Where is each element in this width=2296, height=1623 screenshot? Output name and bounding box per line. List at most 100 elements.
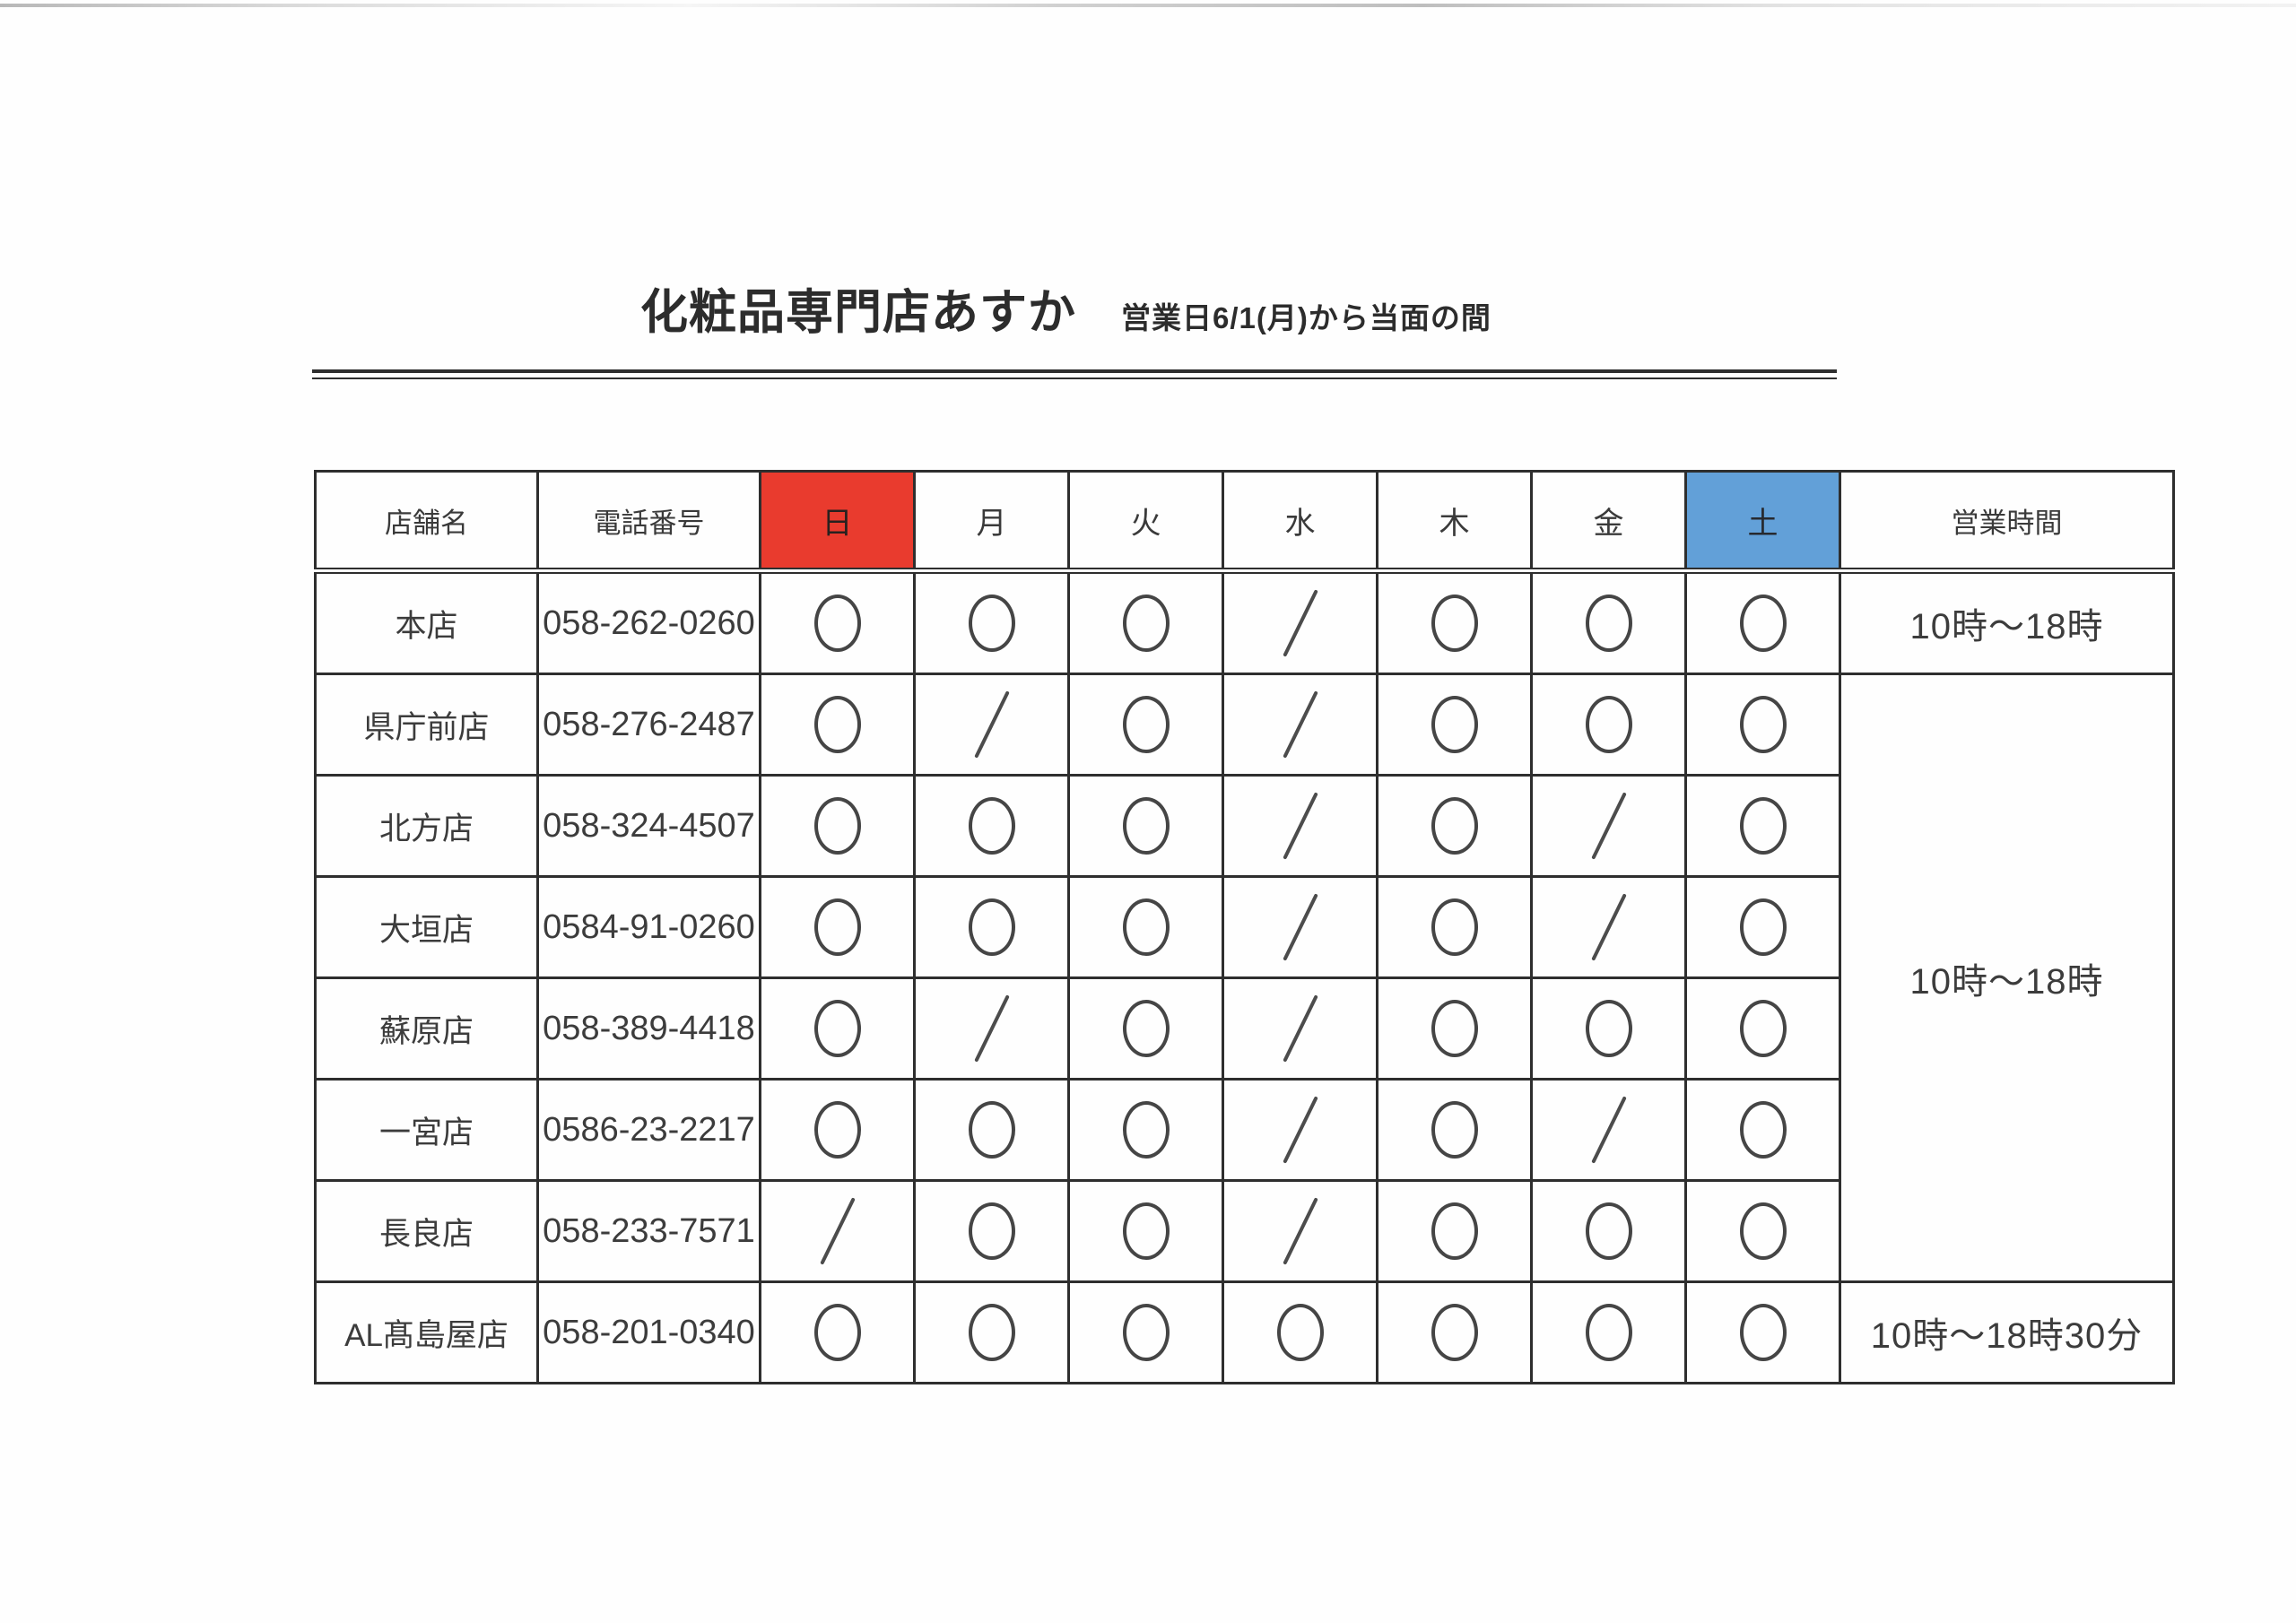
day-cell (1222, 976, 1378, 1081)
closed-slash-mark (1282, 1096, 1318, 1164)
day-cell (759, 1078, 916, 1182)
store-hours-table: 店舗名 電話番号 日 月 火 水 木 金 土 営業時間 本店 058-262-02… (314, 470, 2175, 1384)
day-cell (1222, 1078, 1378, 1182)
day-cell (1684, 673, 1841, 777)
store-table-body: 本店 058-262-0260 10時〜18時 県庁前店 058-276-2487 10時… (314, 569, 2175, 1384)
open-circle-mark (1431, 696, 1478, 753)
open-circle-mark (1122, 1000, 1170, 1057)
phone-cell: 058-233-7571 (536, 1179, 761, 1283)
open-circle-mark (968, 898, 1015, 956)
open-circle-mark (1431, 797, 1478, 855)
hours-cell: 10時〜18時 (1839, 673, 2175, 1283)
day-cell (913, 976, 1070, 1081)
day-cell (1376, 673, 1533, 777)
closed-slash-mark (1590, 792, 1627, 860)
day-cell (1222, 569, 1378, 675)
day-cell (1222, 774, 1378, 878)
open-circle-mark (968, 1101, 1015, 1159)
day-cell (913, 1179, 1070, 1283)
day-cell (1067, 875, 1224, 979)
open-circle-mark (813, 898, 861, 956)
day-cell (1530, 976, 1687, 1081)
day-cell (1376, 875, 1533, 979)
closed-slash-mark (973, 690, 1010, 759)
day-cell (1376, 1078, 1533, 1182)
table-row: 大垣店 0584-91-0260 (314, 875, 2174, 979)
day-cell (1376, 569, 1533, 675)
phone-cell: 0586-23-2217 (536, 1078, 761, 1182)
day-cell (1067, 1078, 1224, 1182)
day-cell (1222, 875, 1378, 979)
open-circle-mark (1739, 1101, 1787, 1159)
hours-cell: 10時〜18時30分 (1839, 1280, 2175, 1384)
open-circle-mark (1585, 595, 1632, 652)
day-cell (1067, 1280, 1224, 1384)
day-cell (759, 1179, 916, 1283)
day-cell (1684, 1078, 1841, 1182)
header-sunday: 日 (759, 470, 916, 574)
open-circle-mark (968, 1304, 1015, 1361)
phone-cell: 058-276-2487 (536, 673, 761, 777)
day-cell (759, 569, 916, 675)
open-circle-mark (813, 1000, 861, 1057)
open-circle-mark (1431, 1101, 1478, 1159)
table-row: 本店 058-262-0260 10時〜18時 (314, 569, 2175, 675)
closed-slash-mark (1282, 792, 1318, 860)
open-circle-mark (1122, 898, 1170, 956)
store-name-cell: 大垣店 (314, 875, 539, 979)
title-underline-rule (312, 369, 1837, 379)
day-cell (1067, 569, 1224, 675)
day-cell (1530, 673, 1687, 777)
open-circle-mark (1122, 696, 1170, 753)
table-row: 長良店 058-233-7571 (314, 1179, 2174, 1283)
open-circle-mark (813, 696, 861, 753)
open-circle-mark (1585, 1304, 1632, 1361)
closed-slash-mark (1282, 690, 1318, 759)
table-row: 北方店 058-324-4507 (314, 774, 2174, 878)
open-circle-mark (1431, 595, 1478, 652)
phone-cell: 058-262-0260 (536, 569, 761, 675)
day-cell (759, 1280, 916, 1384)
open-circle-mark (813, 595, 861, 652)
open-circle-mark (1585, 1000, 1632, 1057)
closed-slash-mark (1282, 994, 1318, 1063)
day-cell (1684, 1179, 1841, 1283)
day-cell (1222, 1179, 1378, 1283)
day-cell (759, 976, 916, 1081)
closed-slash-mark (1282, 893, 1318, 961)
hours-cell: 10時〜18時 (1839, 569, 2175, 675)
day-cell (1684, 569, 1841, 675)
day-cell (913, 569, 1070, 675)
open-circle-mark (1431, 1202, 1478, 1260)
day-cell (913, 774, 1070, 878)
document-header: 化粧品専門店あすか 営業日6/1(月)から当面の間 (640, 283, 1492, 343)
header-saturday: 土 (1684, 470, 1841, 574)
open-circle-mark (1739, 696, 1787, 753)
header-phone: 電話番号 (536, 470, 761, 574)
day-cell (1376, 774, 1533, 878)
day-cell (1067, 673, 1224, 777)
store-name-cell: 一宮店 (314, 1078, 539, 1182)
day-cell (1684, 1280, 1841, 1384)
day-cell (1067, 1179, 1224, 1283)
day-cell (759, 673, 916, 777)
open-circle-mark (1431, 898, 1478, 956)
document-title: 化粧品専門店あすか (640, 286, 1076, 339)
day-cell (1530, 1078, 1687, 1182)
day-cell (1222, 1280, 1378, 1384)
open-circle-mark (1585, 696, 1632, 753)
table-row: 一宮店 0586-23-2217 (314, 1078, 2174, 1182)
open-circle-mark (1739, 797, 1787, 855)
day-cell (1530, 569, 1687, 675)
phone-cell: 058-201-0340 (536, 1280, 761, 1384)
day-cell (1376, 1280, 1533, 1384)
store-name-cell: 蘇原店 (314, 976, 539, 1081)
day-cell (759, 774, 916, 878)
table-row: 蘇原店 058-389-4418 (314, 976, 2174, 1081)
day-cell (1530, 774, 1687, 878)
day-cell (1684, 875, 1841, 979)
day-cell (1530, 1179, 1687, 1283)
closed-slash-mark (1590, 893, 1627, 961)
header-store-name: 店舗名 (314, 470, 539, 574)
